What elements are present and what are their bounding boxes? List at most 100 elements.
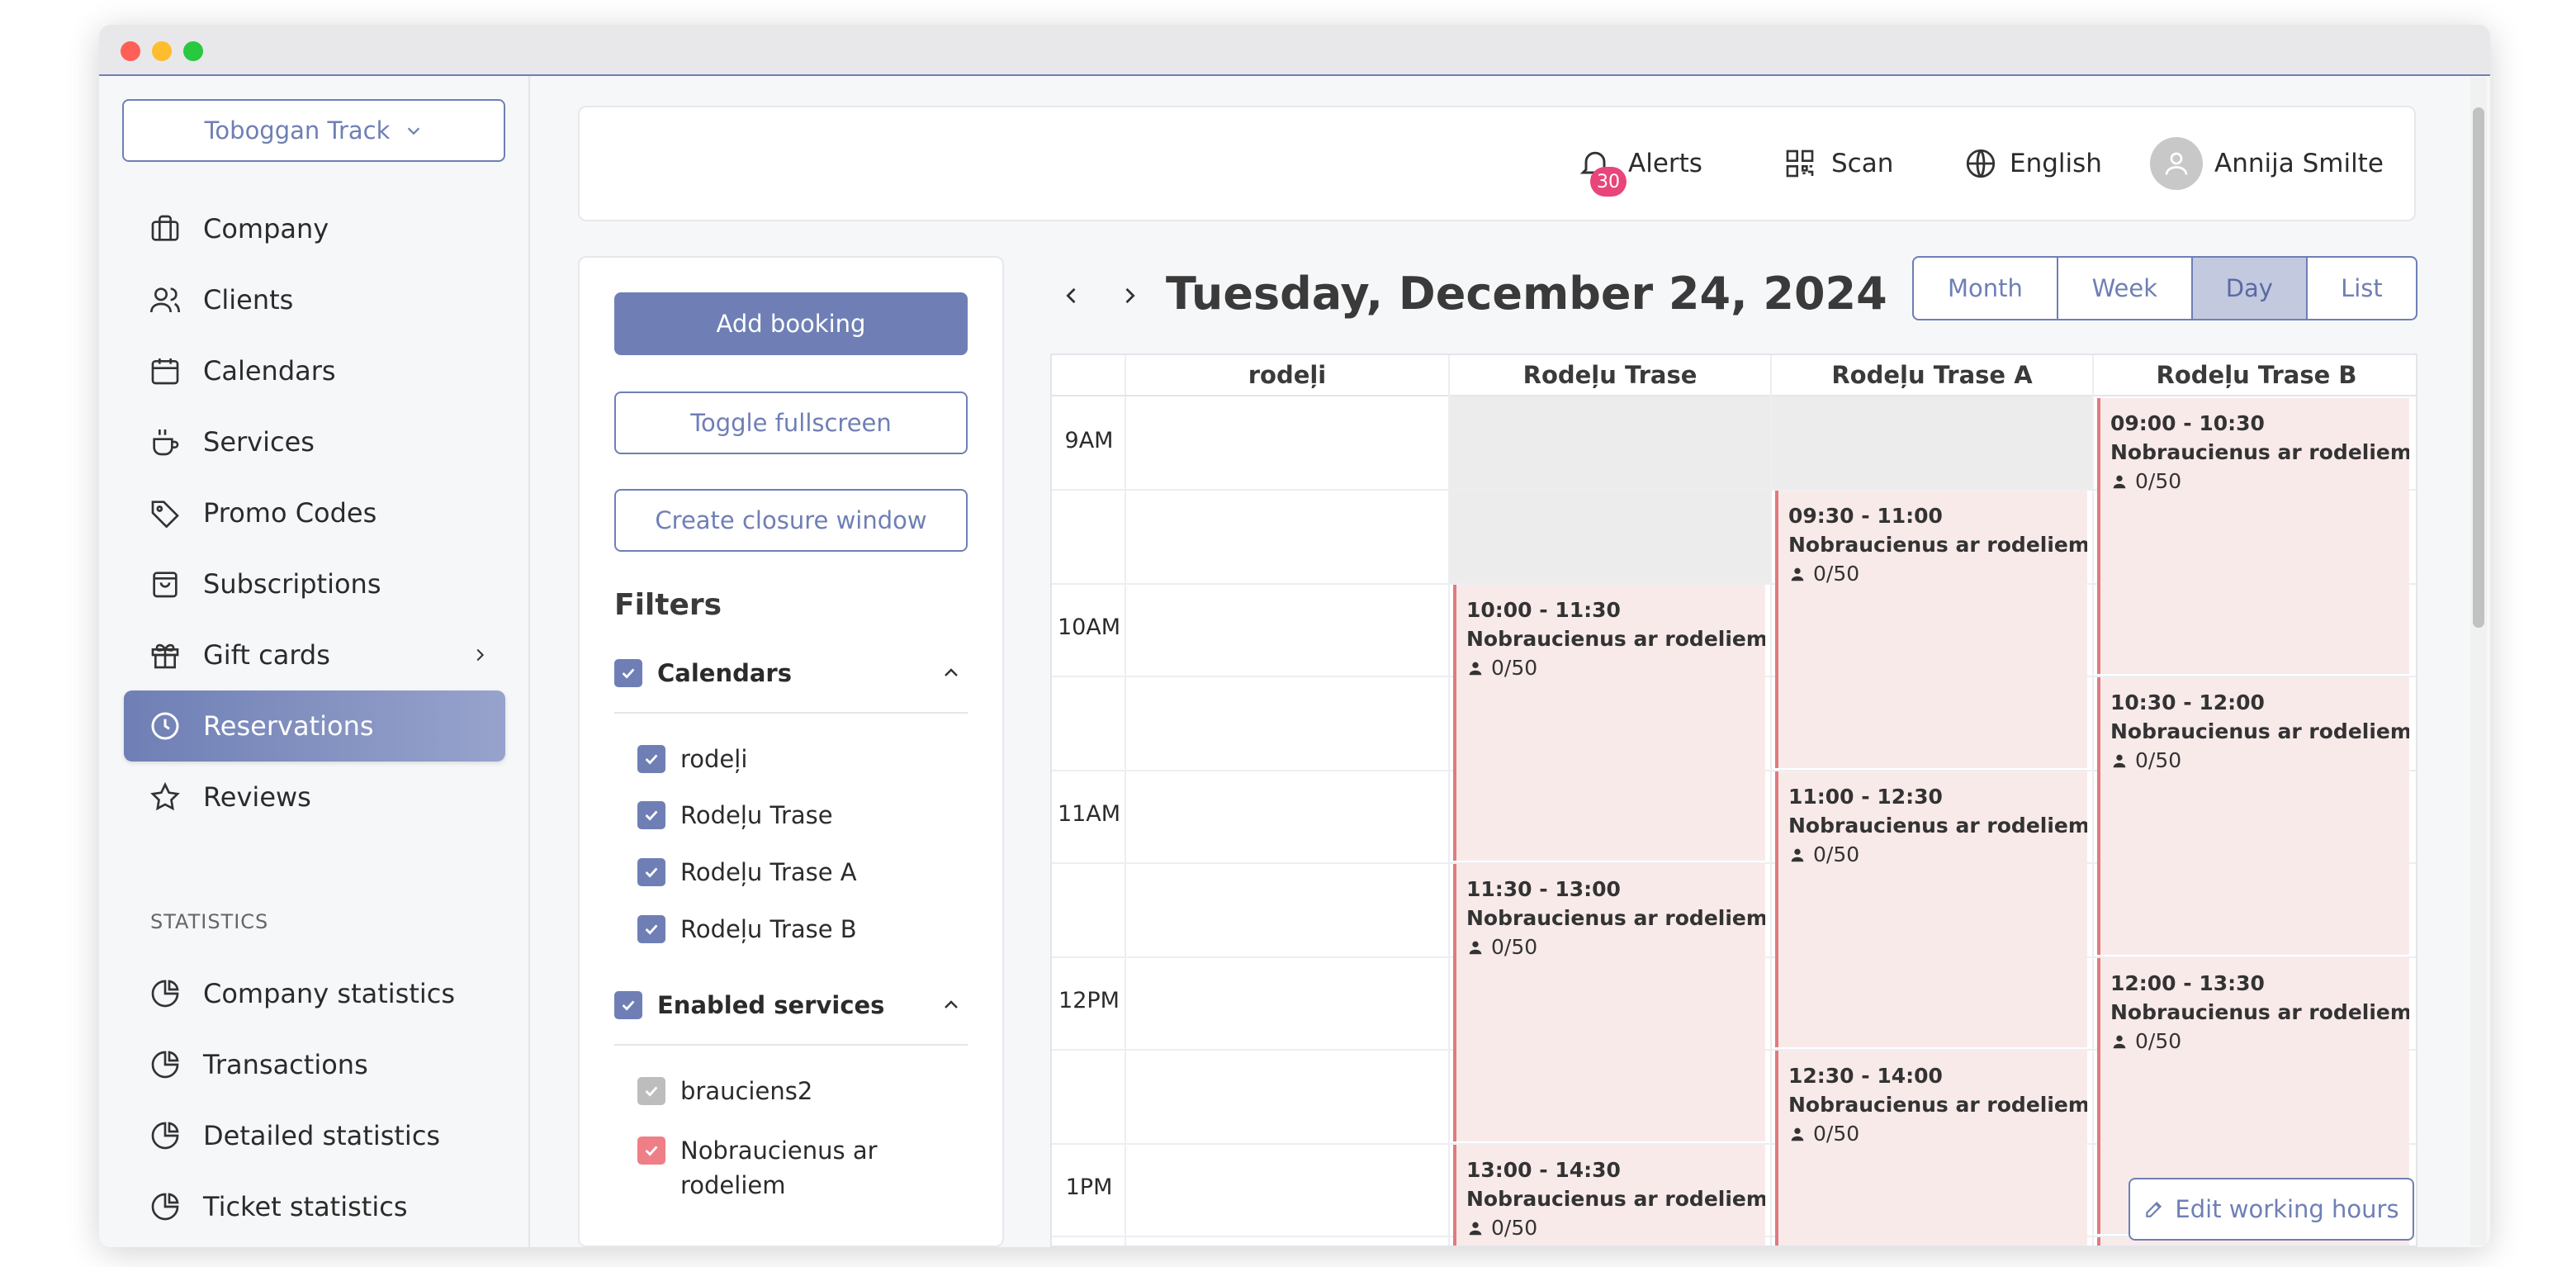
user-menu[interactable]: Annija Smilte	[2150, 107, 2384, 220]
event-capacity-value: 0/50	[1491, 935, 1538, 959]
calendars-filter-group[interactable]: Calendars	[614, 652, 968, 694]
checkbox-checked-icon[interactable]	[637, 1077, 665, 1105]
time-label: 10AM	[1057, 615, 1121, 640]
column-header: rodeļi	[1126, 355, 1448, 396]
sidebar-item-reviews[interactable]: Reviews	[124, 762, 505, 833]
event-capacity: 0/50	[1788, 1122, 2087, 1146]
event-time: 10:30 - 12:00	[2110, 690, 2265, 714]
scrollbar[interactable]	[2470, 78, 2487, 1246]
service-filter-label: brauciens2	[680, 1077, 813, 1105]
next-day-button[interactable]	[1113, 279, 1146, 312]
checkbox-checked-icon[interactable]	[637, 745, 665, 773]
chevron-down-icon	[408, 127, 420, 135]
service-filter-item[interactable]: Nobraucienus ar rodeliem	[637, 1133, 910, 1203]
event-capacity-value: 0/50	[2135, 1029, 2182, 1053]
booking-event[interactable]: 13:00 - 14:30 Nobraucienus ar rodeliem 0…	[1453, 1145, 1765, 1246]
calendar-view: Tuesday, December 24, 2024 Month Week Da…	[1050, 256, 2421, 1247]
event-capacity: 0/50	[1466, 935, 1765, 959]
bag-icon	[147, 566, 183, 602]
prev-day-button[interactable]	[1055, 279, 1088, 312]
grid-line	[1125, 355, 1126, 1246]
calendar-filter-item[interactable]: rodeļi	[637, 745, 747, 773]
event-capacity: 0/50	[1788, 842, 2087, 866]
avatar	[2150, 137, 2203, 190]
sidebar-item-clients[interactable]: Clients	[124, 264, 505, 335]
location-selector[interactable]: Toboggan Track	[122, 99, 505, 162]
person-icon	[1791, 1127, 1804, 1141]
pie-chart-icon	[147, 1046, 183, 1083]
sidebar-item-label: Gift cards	[203, 639, 330, 671]
grid-line	[1770, 355, 1772, 1246]
booking-event[interactable]: 12:30 - 14:00 Nobraucienus ar rodeliem 0…	[1775, 1051, 2087, 1246]
chevron-up-icon[interactable]	[941, 663, 961, 683]
create-closure-window-button[interactable]: Create closure window	[614, 489, 968, 552]
add-booking-button[interactable]: Add booking	[614, 292, 968, 355]
calendar-filter-item[interactable]: Rodeļu Trase A	[637, 858, 857, 886]
checkbox-checked-icon[interactable]	[637, 801, 665, 829]
sidebar-item-promo-codes[interactable]: Promo Codes	[124, 477, 505, 548]
view-day-button[interactable]: Day	[2192, 258, 2308, 319]
checkbox-checked-icon[interactable]	[637, 1137, 665, 1165]
view-list-button[interactable]: List	[2341, 274, 2383, 302]
filters-title: Filters	[614, 588, 722, 622]
minimize-window-dot[interactable]	[152, 41, 172, 61]
sidebar-item-transactions[interactable]: Transactions	[124, 1029, 505, 1100]
sidebar-item-services[interactable]: Services	[124, 406, 505, 477]
sidebar-item-gift-cards[interactable]: Gift cards	[124, 619, 505, 690]
maximize-window-dot[interactable]	[183, 41, 203, 61]
view-switcher: Month Week Day List	[1912, 256, 2417, 320]
checkbox-checked-icon[interactable]	[614, 991, 642, 1019]
booking-event[interactable]: 09:30 - 11:00 Nobraucienus ar rodeliem 0…	[1775, 491, 2087, 768]
calendar-filter-item[interactable]: Rodeļu Trase B	[637, 915, 857, 943]
view-month-button[interactable]: Month	[1914, 258, 2058, 319]
day-grid: rodeļi Rodeļu Trase Rodeļu Trase A Rodeļ…	[1050, 354, 2417, 1247]
services-filter-group[interactable]: Enabled services	[614, 985, 968, 1026]
scan-button[interactable]: Scan	[1783, 107, 1893, 220]
chevron-up-icon[interactable]	[941, 995, 961, 1015]
person-icon	[1791, 848, 1804, 861]
scrollbar-thumb[interactable]	[2473, 107, 2484, 628]
event-capacity: 0/50	[1466, 656, 1765, 680]
gift-icon	[147, 637, 183, 673]
person-icon	[1469, 1222, 1482, 1235]
booking-event[interactable]: 10:00 - 11:30 Nobraucienus ar rodeliem 0…	[1453, 585, 1765, 861]
booking-event[interactable]: 09:00 - 10:30 Nobraucienus ar rodeliem 0…	[2097, 398, 2409, 674]
sidebar-item-ticket-statistics[interactable]: Ticket statistics	[124, 1171, 505, 1242]
toggle-fullscreen-button[interactable]: Toggle fullscreen	[614, 391, 968, 454]
event-time: 13:00 - 14:30	[1466, 1158, 1621, 1182]
event-capacity-value: 0/50	[1813, 562, 1860, 586]
person-icon	[1469, 941, 1482, 954]
event-capacity: 0/50	[2110, 469, 2409, 493]
checkbox-checked-icon[interactable]	[614, 659, 642, 687]
person-icon	[1469, 662, 1482, 675]
booking-event[interactable]: 11:00 - 12:30 Nobraucienus ar rodeliem 0…	[1775, 771, 2087, 1047]
edit-working-hours-button[interactable]: Edit working hours	[2129, 1178, 2414, 1241]
sidebar-item-label: Transactions	[203, 1049, 368, 1080]
service-filter-label: Nobraucienus ar rodeliem	[680, 1137, 878, 1199]
language-selector[interactable]: English	[1963, 107, 2102, 220]
booking-event[interactable]: 10:30 - 12:00 Nobraucienus ar rodeliem 0…	[2097, 677, 2409, 955]
event-capacity: 0/50	[1788, 562, 2087, 586]
event-time: 10:00 - 11:30	[1466, 598, 1621, 622]
bell-icon: 30	[1577, 145, 1627, 197]
sidebar-item-detailed-statistics[interactable]: Detailed statistics	[124, 1100, 505, 1171]
calendar-filter-item[interactable]: Rodeļu Trase	[637, 801, 833, 829]
booking-event[interactable]: 11:30 - 13:00 Nobraucienus ar rodeliem 0…	[1453, 864, 1765, 1141]
service-filter-item[interactable]: brauciens2	[637, 1077, 812, 1105]
checkbox-checked-icon[interactable]	[637, 858, 665, 886]
sidebar-item-subscriptions[interactable]: Subscriptions	[124, 548, 505, 619]
sidebar-item-company-statistics[interactable]: Company statistics	[124, 958, 505, 1029]
grid-line	[1052, 862, 2416, 864]
sidebar-item-calendars[interactable]: Calendars	[124, 335, 505, 406]
view-week-button[interactable]: Week	[2058, 258, 2193, 319]
title-bar	[99, 25, 2490, 76]
checkbox-checked-icon[interactable]	[637, 915, 665, 943]
sidebar-item-reservations[interactable]: Reservations	[124, 690, 505, 762]
booking-event[interactable]	[2097, 1237, 2409, 1246]
close-window-dot[interactable]	[121, 41, 140, 61]
sidebar-item-company[interactable]: Company	[124, 193, 505, 264]
sidebar-item-label: Company statistics	[203, 978, 456, 1009]
sidebar-item-label: Reviews	[203, 781, 311, 813]
event-capacity: 0/50	[2110, 1029, 2409, 1053]
alerts-button[interactable]: 30 Alerts	[1577, 107, 1702, 220]
